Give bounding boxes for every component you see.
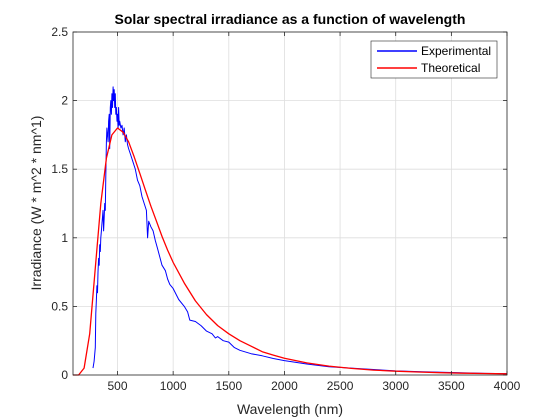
axes-box bbox=[72, 31, 508, 376]
x-tick-label: 4000 bbox=[494, 379, 521, 393]
series-line-theoretical bbox=[73, 127, 508, 376]
legend-box bbox=[370, 40, 498, 79]
legend-label-theoretical: Theoretical bbox=[421, 61, 480, 75]
x-tick-label: 500 bbox=[107, 379, 127, 393]
y-axis-label: Irradiance (W * m^2 * nm^1) bbox=[28, 116, 44, 291]
y-tick-label: 0 bbox=[61, 368, 68, 382]
chart-title: Solar spectral irradiance as a function … bbox=[115, 11, 466, 27]
y-tick-label: 1.5 bbox=[51, 162, 68, 176]
y-tick-label: 0.5 bbox=[51, 299, 68, 313]
x-tick-label: 1000 bbox=[160, 379, 187, 393]
grid bbox=[73, 31, 508, 376]
x-tick-label: 2000 bbox=[271, 379, 298, 393]
plot-area bbox=[73, 32, 507, 375]
legend-label-experimental: Experimental bbox=[421, 44, 491, 58]
y-tick-label: 2 bbox=[61, 94, 68, 108]
x-tick-label: 2500 bbox=[327, 379, 354, 393]
plot-lines bbox=[73, 86, 508, 376]
axes bbox=[72, 31, 508, 376]
x-tick-label: 1500 bbox=[215, 379, 242, 393]
y-tick-label: 2.5 bbox=[51, 25, 68, 39]
legend: Experimental Theoretical bbox=[370, 40, 498, 79]
x-tick-label: 3500 bbox=[438, 379, 465, 393]
tick-labels: 500 1000 1500 2000 2500 3000 3500 4000 0 0.5 1 1.5 2… bbox=[51, 25, 520, 393]
x-tick-label: 3000 bbox=[382, 379, 409, 393]
x-axis-label: Wavelength (nm) bbox=[237, 401, 343, 417]
y-tick-label: 1 bbox=[61, 231, 68, 245]
